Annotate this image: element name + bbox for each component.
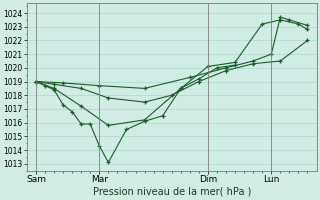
X-axis label: Pression niveau de la mer( hPa ): Pression niveau de la mer( hPa ) (92, 187, 251, 197)
